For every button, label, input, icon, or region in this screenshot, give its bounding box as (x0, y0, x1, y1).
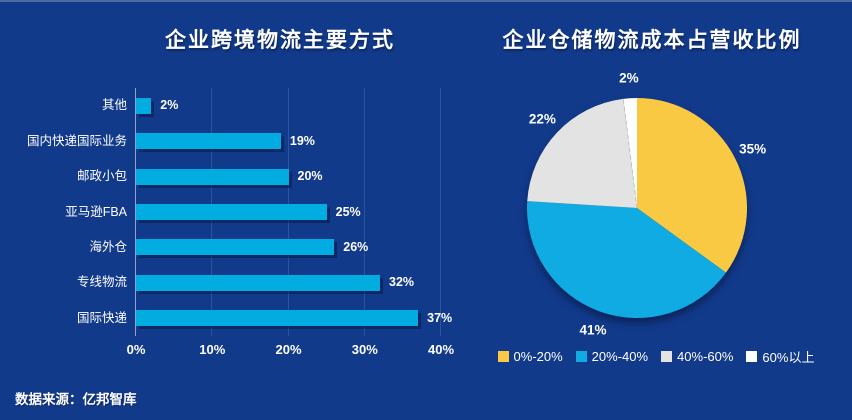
bar-chart-title: 企业跨境物流主要方式 (165, 29, 395, 52)
bar-category-label: 国内快递国际业务 (26, 133, 127, 148)
bar-value-label: 32% (389, 275, 415, 290)
bar (136, 274, 380, 291)
pie-svg (527, 98, 748, 318)
legend-swatch (575, 351, 587, 362)
legend-item: 0%-20% (497, 349, 563, 364)
top-border (0, 0, 852, 2)
pie-chart-title: 企业仓储物流成本占营收比例 (502, 29, 802, 52)
bar-value-label: 37% (427, 310, 453, 325)
bar-category-label: 其他 (101, 98, 127, 113)
pie-slices (527, 98, 748, 318)
legend-label: 40%-60% (677, 349, 734, 364)
bar-value-label: 26% (343, 239, 369, 254)
bar-row: 其他 2% (102, 97, 441, 114)
gridline (363, 88, 365, 336)
pie-legend: 0%-20% 20%-40% 40%-60% 60%以上 (460, 347, 852, 366)
legend-label: 60%以上 (762, 350, 815, 365)
bar (136, 239, 335, 256)
bar-chart-plot: 0% 10% 20% 30% 40% 其他 2% 国内快递国际业务 19% 邮政小包 20% 亚马逊F… (27, 88, 454, 357)
bar-row: 邮政小包 20% (77, 168, 441, 185)
bar-row: 专线物流 32% (77, 274, 441, 291)
legend-label: 20%-40% (591, 349, 649, 364)
x-tick-label: 30% (351, 342, 378, 357)
gridline (440, 88, 441, 336)
bar-category-label: 亚马逊FBA (65, 204, 127, 219)
bar-value-label: 2% (160, 98, 179, 113)
bar (136, 97, 152, 114)
pie-slice-3 (623, 98, 637, 208)
pie-slice-label: 35% (739, 141, 767, 157)
pie-slice-label: 41% (579, 322, 607, 338)
bar-value-label: 20% (297, 169, 323, 184)
legend-label: 0%-20% (513, 349, 563, 364)
pie-chart: 0%-20% 20%-40% 40%-60% 60%以上 35% 41% 22% 2% (460, 0, 852, 420)
pie-slice-2 (527, 98, 637, 208)
bar-value-label: 25% (335, 204, 361, 219)
legend-item: 20%-40% (575, 349, 649, 364)
legend-swatch (746, 351, 758, 362)
bar (136, 204, 327, 220)
bar (136, 168, 289, 185)
bar-row: 亚马逊FBA 25% (65, 204, 441, 221)
pie-slice-0 (637, 98, 748, 273)
bar (136, 133, 281, 150)
bar-value-label: 19% (289, 133, 315, 148)
pie-slice-1 (527, 201, 726, 318)
bar-row: 国际快递 37% (77, 310, 452, 327)
pie-slice-label: 22% (528, 111, 556, 127)
x-tick-label: 0% (126, 342, 146, 357)
x-tick-label: 10% (199, 342, 226, 357)
legend-swatch (497, 351, 509, 362)
bar-category-label: 国际快递 (76, 310, 127, 325)
bar (136, 310, 419, 327)
legend-item: 60%以上 (746, 347, 814, 366)
legend-item: 40%-60% (661, 349, 733, 364)
pie-slice-divider (622, 98, 638, 209)
bar-row: 国内快递国际业务 19% (27, 133, 441, 150)
x-tick-label: 40% (427, 342, 455, 357)
x-tick-label: 20% (275, 342, 302, 357)
bar-category-label: 海外仓 (89, 239, 127, 254)
source-note: 数据来源：亿邦智库 (15, 392, 137, 407)
bar-category-label: 专线物流 (76, 275, 127, 290)
legend-swatch (661, 351, 673, 362)
pie-slice-label: 2% (619, 70, 639, 86)
bar-row: 海外仓 26% (89, 239, 441, 256)
bar-category-label: 邮政小包 (76, 169, 127, 184)
